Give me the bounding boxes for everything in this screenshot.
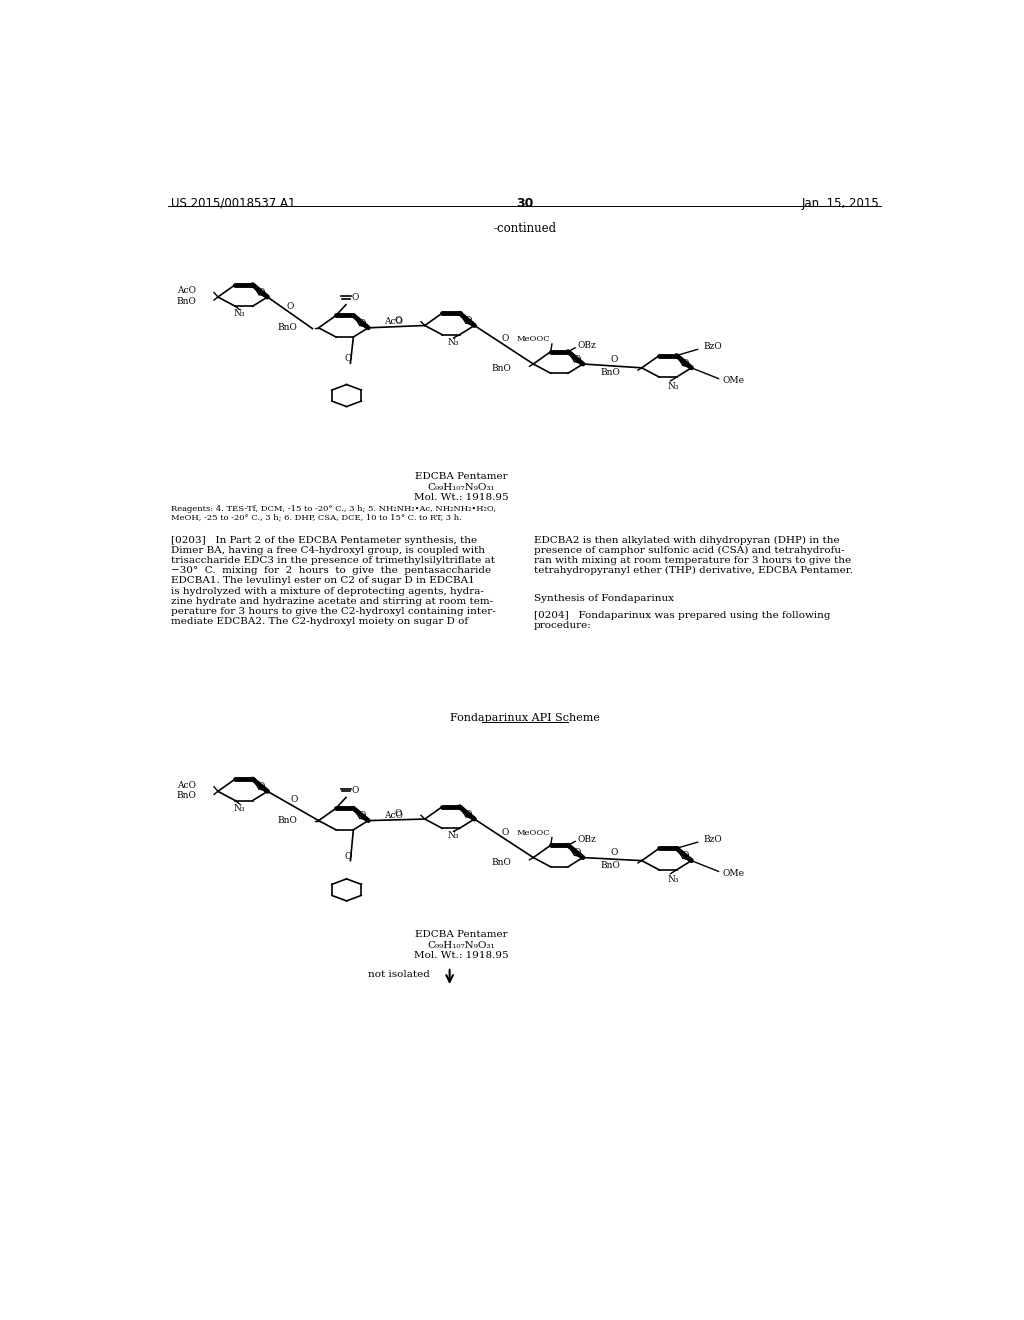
Text: O: O (502, 828, 509, 837)
Text: OMe: OMe (722, 376, 744, 385)
Text: O: O (358, 812, 366, 820)
Text: O: O (291, 796, 298, 804)
Text: -continued: -continued (494, 222, 556, 235)
Text: OBz: OBz (578, 341, 596, 350)
Text: presence of camphor sulfonic acid (CSA) and tetrahydrofu-: presence of camphor sulfonic acid (CSA) … (535, 546, 845, 554)
Text: O: O (258, 288, 265, 297)
Text: C₉₉H₁₀₇N₉O₃₁: C₉₉H₁₀₇N₉O₃₁ (427, 941, 495, 949)
Text: AcO: AcO (384, 810, 403, 820)
Text: Mol. Wt.: 1918.95: Mol. Wt.: 1918.95 (414, 950, 509, 960)
Text: O: O (351, 293, 359, 302)
Text: −30°  C.  mixing  for  2  hours  to  give  the  pentasaccharide: −30° C. mixing for 2 hours to give the p… (171, 566, 490, 576)
Text: O: O (287, 302, 294, 310)
Text: O: O (573, 355, 581, 364)
Text: OMe: OMe (722, 870, 744, 878)
Text: not isolated: not isolated (369, 970, 430, 979)
Text: O: O (394, 809, 401, 818)
Text: O: O (465, 809, 472, 818)
Text: BzO: BzO (703, 342, 722, 351)
Text: EDCBA Pentamer: EDCBA Pentamer (415, 471, 508, 480)
Text: [0203]   In Part 2 of the EDCBA Pentameter synthesis, the: [0203] In Part 2 of the EDCBA Pentameter… (171, 536, 477, 545)
Text: 30: 30 (516, 197, 534, 210)
Text: EDCBA2 is then alkylated with dihydropyran (DHP) in the: EDCBA2 is then alkylated with dihydropyr… (535, 536, 840, 545)
Text: BzO: BzO (703, 834, 722, 843)
Text: O: O (395, 315, 402, 325)
Text: BnO: BnO (176, 792, 197, 800)
Text: [0204]   Fondaparinux was prepared using the following: [0204] Fondaparinux was prepared using t… (535, 611, 830, 619)
Text: BnO: BnO (492, 364, 512, 374)
Text: O: O (358, 318, 366, 327)
Text: Mol. Wt.: 1918.95: Mol. Wt.: 1918.95 (414, 492, 509, 502)
Text: O: O (573, 849, 581, 857)
Text: O: O (502, 334, 509, 343)
Text: O: O (682, 359, 689, 367)
Text: O: O (351, 787, 359, 795)
Text: O: O (344, 354, 352, 363)
Text: EDCBA1. The levulinyl ester on C2 of sugar D in EDCBA1: EDCBA1. The levulinyl ester on C2 of sug… (171, 577, 474, 585)
Text: MeOOC: MeOOC (517, 335, 550, 343)
Text: BnO: BnO (600, 368, 621, 378)
Text: N₃: N₃ (233, 804, 245, 813)
Text: N₃: N₃ (447, 832, 459, 841)
Text: BnO: BnO (278, 323, 297, 333)
Text: C₉₉H₁₀₇N₉O₃₁: C₉₉H₁₀₇N₉O₃₁ (427, 483, 495, 491)
Text: AcO: AcO (177, 286, 197, 296)
Text: N₃: N₃ (668, 875, 679, 883)
Text: MeOOC: MeOOC (517, 829, 550, 837)
Text: zine hydrate and hydrazine acetate and stirring at room tem-: zine hydrate and hydrazine acetate and s… (171, 597, 493, 606)
Text: AcO: AcO (177, 780, 197, 789)
Text: O: O (682, 851, 689, 861)
Text: trisaccharide EDC3 in the presence of trimethylsilyltriflate at: trisaccharide EDC3 in the presence of tr… (171, 556, 495, 565)
Text: ran with mixing at room temperature for 3 hours to give the: ran with mixing at room temperature for … (535, 556, 851, 565)
Text: BnO: BnO (176, 297, 197, 306)
Text: perature for 3 hours to give the C2-hydroxyl containing inter-: perature for 3 hours to give the C2-hydr… (171, 607, 496, 616)
Text: O: O (610, 849, 617, 858)
Text: N₃: N₃ (447, 338, 459, 347)
Text: N₃: N₃ (233, 309, 245, 318)
Text: O: O (610, 355, 617, 364)
Text: AcO: AcO (384, 317, 403, 326)
Text: procedure:: procedure: (535, 620, 592, 630)
Text: BnO: BnO (600, 861, 621, 870)
Text: is hydrolyzed with a mixture of deprotecting agents, hydra-: is hydrolyzed with a mixture of deprotec… (171, 586, 483, 595)
Text: MeOH, -25 to -20° C., 3 h; 6. DHP, CSA, DCE, 10 to 15° C. to RT, 3 h.: MeOH, -25 to -20° C., 3 h; 6. DHP, CSA, … (171, 515, 462, 523)
Text: O: O (258, 781, 265, 791)
Text: Dimer BA, having a free C4-hydroxyl group, is coupled with: Dimer BA, having a free C4-hydroxyl grou… (171, 546, 484, 554)
Text: O: O (465, 317, 472, 325)
Text: Synthesis of Fondaparinux: Synthesis of Fondaparinux (535, 594, 674, 603)
Text: BnO: BnO (278, 816, 297, 825)
Text: US 2015/0018537 A1: US 2015/0018537 A1 (171, 197, 295, 210)
Text: Jan. 15, 2015: Jan. 15, 2015 (802, 197, 880, 210)
Text: Reagents: 4. TES-Tf, DCM, -15 to -20° C., 3 h; 5. NH₂NH₂•Ac, NH₂NH₂•H₂O,: Reagents: 4. TES-Tf, DCM, -15 to -20° C.… (171, 506, 496, 513)
Text: EDCBA Pentamer: EDCBA Pentamer (415, 929, 508, 939)
Text: N₃: N₃ (668, 381, 679, 391)
Text: Fondaparinux API Scheme: Fondaparinux API Scheme (450, 713, 600, 723)
Text: O: O (344, 851, 352, 861)
Text: mediate EDCBA2. The C2-hydroxyl moiety on sugar D of: mediate EDCBA2. The C2-hydroxyl moiety o… (171, 616, 468, 626)
Text: OBz: OBz (578, 834, 596, 843)
Text: BnO: BnO (492, 858, 512, 867)
Text: tetrahydropyranyl ether (THP) derivative, EDCBA Pentamer.: tetrahydropyranyl ether (THP) derivative… (535, 566, 853, 576)
